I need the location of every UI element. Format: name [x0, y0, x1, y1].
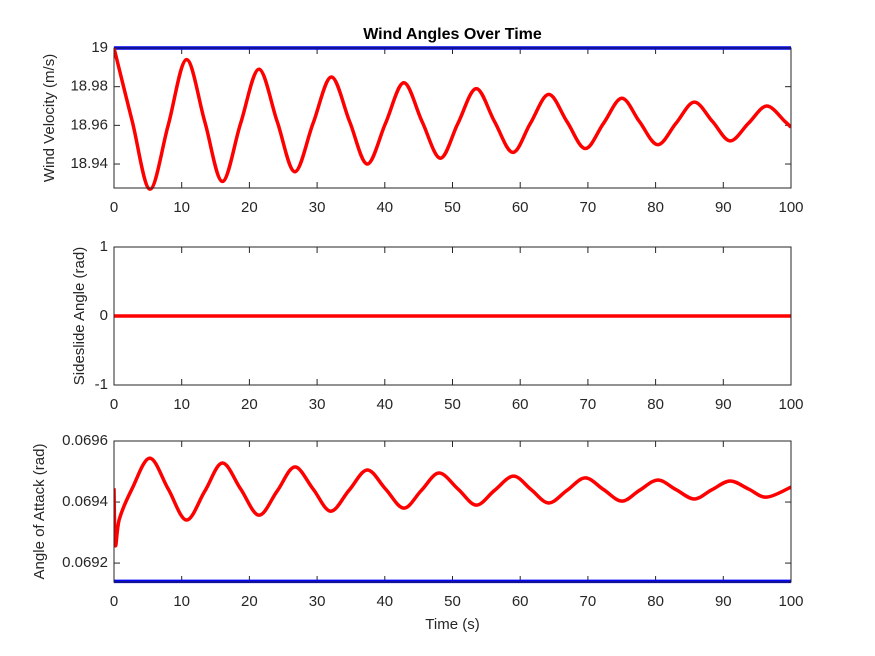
x-tick-label: 70 [580, 593, 597, 610]
x-tick-label: 70 [580, 396, 597, 413]
x-tick-label: 20 [241, 396, 258, 413]
x-tick-label: 90 [715, 396, 732, 413]
x-tick-label: 0 [110, 199, 118, 216]
y-tick-label: 19 [91, 39, 108, 56]
y-tick-label: 18.94 [70, 155, 108, 172]
chart-title: Wind Angles Over Time [363, 26, 542, 43]
x-tick-label: 90 [715, 199, 732, 216]
y-tick-label: 0.0694 [62, 493, 108, 510]
x-tick-label: 40 [376, 396, 393, 413]
x-tick-label: 40 [376, 199, 393, 216]
y-tick-label: 1 [100, 238, 108, 255]
y-tick-label: 18.98 [70, 78, 108, 95]
x-tick-label: 50 [444, 199, 461, 216]
x-tick-label: 30 [309, 396, 326, 413]
axes-box [113, 47, 792, 189]
y-axis-label: Angle of Attack (rad) [31, 444, 48, 580]
y-tick-label: 0.0692 [62, 554, 108, 571]
axes-box [113, 440, 792, 583]
x-tick-label: 10 [173, 396, 190, 413]
x-tick-label: 20 [241, 593, 258, 610]
x-tick-label: 100 [778, 593, 803, 610]
y-tick-label: 0 [100, 307, 108, 324]
x-tick-label: 40 [376, 593, 393, 610]
x-tick-label: 70 [580, 199, 597, 216]
x-tick-label: 0 [110, 593, 118, 610]
y-axis-label: Sideslide Angle (rad) [71, 247, 88, 385]
x-tick-label: 80 [647, 396, 664, 413]
x-tick-label: 50 [444, 396, 461, 413]
axes-box [113, 246, 792, 386]
y-tick-label: -1 [95, 376, 108, 393]
x-tick-label: 30 [309, 199, 326, 216]
x-tick-label: 10 [173, 593, 190, 610]
data-line [114, 456, 791, 548]
x-tick-label: 80 [647, 199, 664, 216]
x-tick-label: 50 [444, 593, 461, 610]
x-tick-label: 60 [512, 593, 529, 610]
x-axis-label: Time (s) [425, 616, 479, 633]
x-tick-label: 0 [110, 396, 118, 413]
x-tick-label: 60 [512, 396, 529, 413]
x-tick-label: 30 [309, 593, 326, 610]
x-tick-label: 80 [647, 593, 664, 610]
y-tick-label: 0.0696 [62, 432, 108, 449]
x-tick-label: 100 [778, 396, 803, 413]
x-tick-label: 10 [173, 199, 190, 216]
y-tick-label: 18.96 [70, 116, 108, 133]
data-line [114, 47, 791, 191]
x-tick-label: 60 [512, 199, 529, 216]
y-axis-label: Wind Velocity (m/s) [41, 54, 58, 182]
x-tick-label: 90 [715, 593, 732, 610]
x-tick-label: 20 [241, 199, 258, 216]
x-tick-label: 100 [778, 199, 803, 216]
